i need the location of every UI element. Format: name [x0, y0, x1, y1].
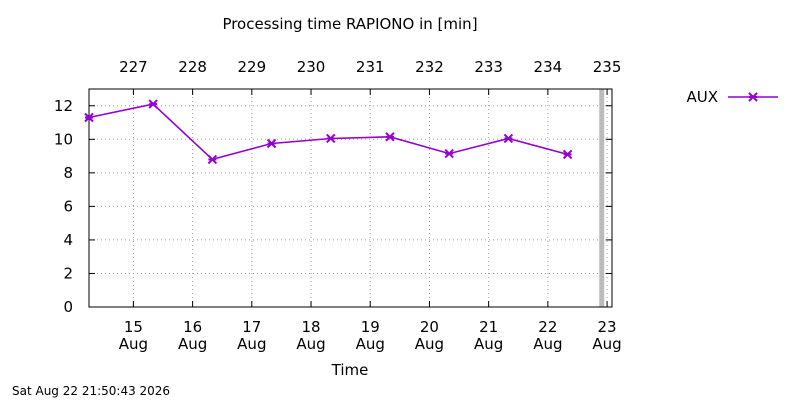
- x-tick-month: Aug: [592, 335, 621, 353]
- y-tick-label: 6: [63, 197, 73, 215]
- x2-tick-label: 230: [297, 58, 326, 76]
- x-tick-month: Aug: [415, 335, 444, 353]
- x2-tick-label: 233: [474, 58, 503, 76]
- data-point: [326, 133, 336, 144]
- x-tick-month: Aug: [533, 335, 562, 353]
- x-tick-day: 20: [420, 318, 439, 336]
- x2-tick-label: 235: [593, 58, 622, 76]
- x2-axis: 227 228 229 230 231 232 233 234 235: [119, 58, 621, 95]
- x-tick-month: Aug: [237, 335, 266, 353]
- legend: AUX: [686, 88, 778, 106]
- series-aux: [84, 99, 573, 165]
- data-point: [84, 112, 94, 123]
- y-tick-label: 0: [63, 298, 73, 316]
- x-tick-month: Aug: [296, 335, 325, 353]
- x-tick-month: Aug: [178, 335, 207, 353]
- x-tick-day: 16: [183, 318, 202, 336]
- x2-tick-label: 232: [415, 58, 444, 76]
- x-tick-day: 17: [242, 318, 261, 336]
- y-tick-label: 10: [54, 130, 73, 148]
- data-point: [503, 133, 514, 144]
- footer-timestamp: Sat Aug 22 21:50:43 2026: [12, 384, 170, 398]
- data-point: [148, 99, 158, 109]
- x2-tick-label: 227: [119, 58, 148, 76]
- x2-tick-label: 228: [178, 58, 207, 76]
- x-tick-day: 23: [598, 318, 617, 336]
- series-line: [88, 103, 568, 161]
- y-tick-label: 12: [54, 97, 73, 115]
- legend-label: AUX: [686, 88, 718, 106]
- y-tick-label: 8: [63, 164, 73, 182]
- x-tick-day: 19: [361, 318, 380, 336]
- x-tick-month: Aug: [474, 335, 503, 353]
- data-point: [266, 138, 277, 149]
- x-tick-month: Aug: [356, 335, 385, 353]
- plot-frame: [88, 88, 613, 308]
- data-point: [207, 154, 218, 165]
- data-point: [444, 148, 454, 159]
- x2-tick-label: 229: [238, 58, 267, 76]
- y-tick-label: 4: [63, 231, 73, 249]
- grid: [89, 89, 612, 307]
- x2-tick-label: 231: [356, 58, 385, 76]
- data-point: [385, 132, 395, 142]
- x-tick-day: 22: [538, 318, 557, 336]
- x-tick-day: 18: [301, 318, 320, 336]
- y-axis: 0 2 4 6 8 10 12: [54, 97, 612, 316]
- x-tick-day: 21: [479, 318, 498, 336]
- data-point: [562, 149, 573, 160]
- x-axis-label: Time: [331, 361, 369, 379]
- chart-title: Processing time RAPIONO in [min]: [222, 15, 477, 33]
- x2-tick-label: 234: [534, 58, 563, 76]
- y-tick-label: 2: [63, 264, 73, 282]
- x-tick-month: Aug: [119, 335, 148, 353]
- x-tick-day: 15: [124, 318, 143, 336]
- x-axis: 15Aug16Aug17Aug18Aug19Aug20Aug21Aug22Aug…: [119, 301, 622, 353]
